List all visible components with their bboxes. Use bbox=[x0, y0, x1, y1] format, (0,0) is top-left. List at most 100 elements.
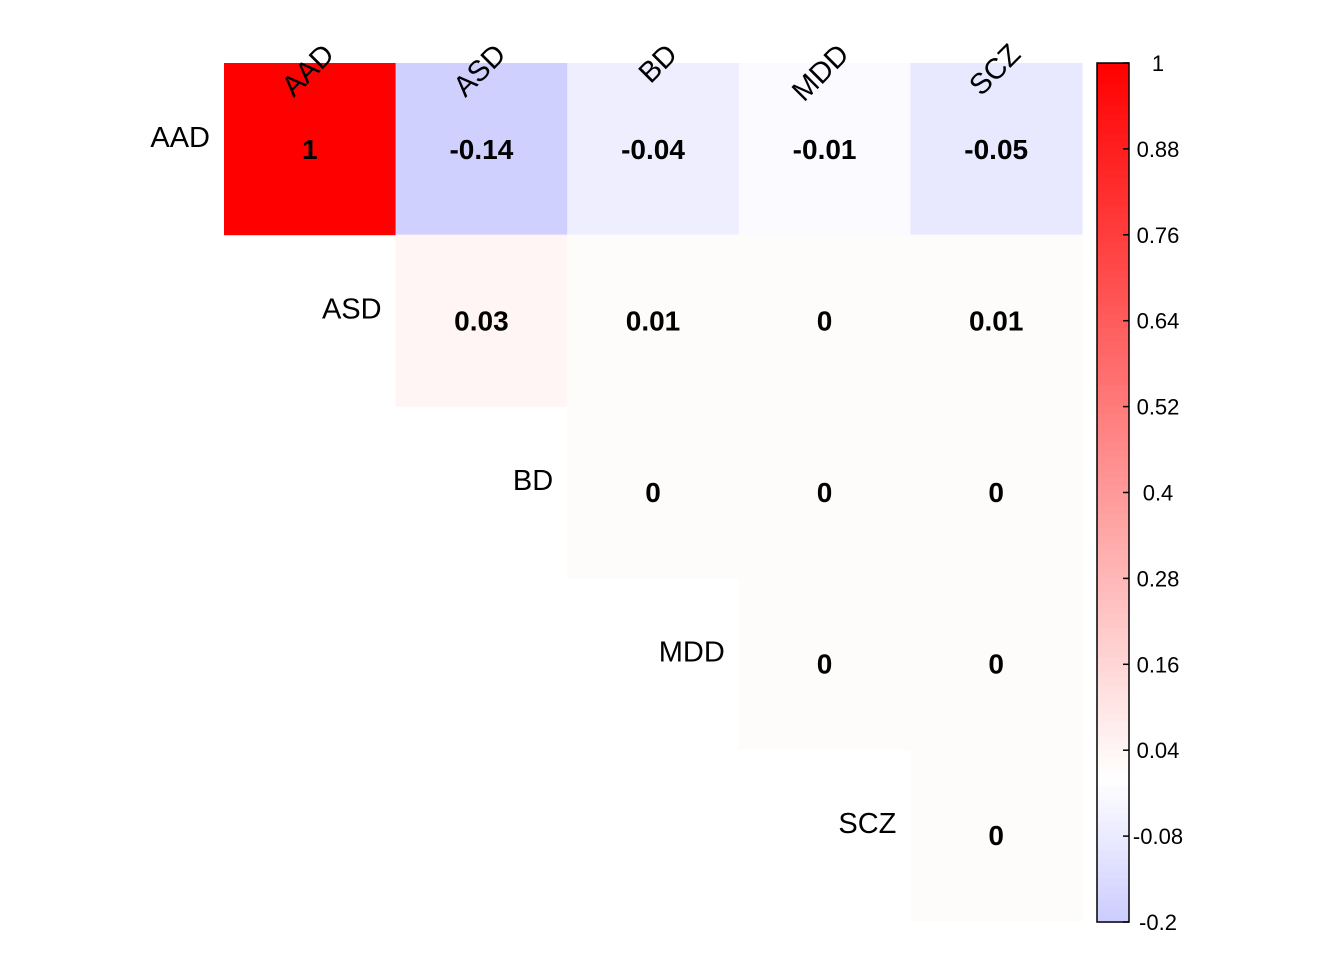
colorbar-step bbox=[1097, 764, 1129, 773]
colorbar-step bbox=[1097, 850, 1129, 859]
colorbar-tick-label: 1 bbox=[1152, 51, 1164, 76]
colorbar-step bbox=[1097, 456, 1129, 465]
colorbar-step bbox=[1097, 564, 1129, 573]
row-labels: AAD ASD BD MDD SCZ bbox=[150, 122, 896, 840]
cell-value-aad-aad: 1 bbox=[302, 134, 318, 165]
heatmap-cell-asd-mdd bbox=[738, 234, 911, 407]
colorbar-step bbox=[1097, 778, 1129, 787]
colorbar-step bbox=[1097, 335, 1129, 343]
colorbar-step bbox=[1097, 578, 1129, 587]
colorbar-step bbox=[1097, 914, 1129, 923]
colorbar-step bbox=[1097, 492, 1129, 501]
colorbar-step bbox=[1097, 614, 1129, 623]
colorbar-step bbox=[1097, 678, 1129, 687]
cell-value-mdd-mdd: 0 bbox=[817, 649, 833, 680]
colorbar-step bbox=[1097, 177, 1129, 186]
colorbar-step bbox=[1097, 349, 1129, 358]
colorbar-step bbox=[1097, 91, 1129, 100]
heatmap-cell-aad-scz bbox=[910, 63, 1083, 236]
heatmap-cell-bd-bd bbox=[567, 406, 740, 579]
colorbar-step bbox=[1097, 156, 1129, 165]
colorbar-step bbox=[1097, 836, 1129, 845]
colorbar-step bbox=[1097, 170, 1129, 179]
colorbar-step bbox=[1097, 392, 1129, 401]
cell-value-asd-bd: 0.01 bbox=[626, 305, 681, 336]
colorbar-step bbox=[1097, 413, 1129, 422]
colorbar-step bbox=[1097, 320, 1129, 329]
cell-value-bd-bd: 0 bbox=[645, 477, 661, 508]
colorbar-tick-label: 0.28 bbox=[1137, 566, 1180, 591]
colorbar-step bbox=[1097, 828, 1129, 837]
colorbar-step bbox=[1097, 227, 1129, 236]
colorbar-step bbox=[1097, 399, 1129, 408]
colorbar-step bbox=[1097, 893, 1129, 902]
colorbar-step bbox=[1097, 148, 1129, 157]
colorbar-step bbox=[1097, 793, 1129, 802]
colorbar-step bbox=[1097, 821, 1129, 830]
colorbar-step bbox=[1097, 599, 1129, 608]
cell-value-scz-scz: 0 bbox=[988, 820, 1004, 851]
cell-value-asd-scz: 0.01 bbox=[969, 305, 1024, 336]
colorbar-step bbox=[1097, 785, 1129, 794]
colorbar-step bbox=[1097, 535, 1129, 544]
colorbar: 1 0.88 0.76 0.64 0.52 0.4 0.28 0.16 0.04 -0.08 -0.… bbox=[1096, 51, 1183, 935]
colorbar-step bbox=[1097, 478, 1129, 487]
colorbar-step bbox=[1097, 270, 1129, 279]
colorbar-gradient bbox=[1097, 63, 1129, 923]
colorbar-step bbox=[1097, 743, 1129, 751]
colorbar-step bbox=[1097, 377, 1129, 386]
colorbar-step bbox=[1097, 471, 1129, 479]
colorbar-step bbox=[1097, 714, 1129, 723]
colorbar-step bbox=[1097, 499, 1129, 508]
colorbar-step bbox=[1097, 607, 1129, 615]
colorbar-step bbox=[1097, 700, 1129, 709]
row-label-bd: BD bbox=[513, 465, 553, 497]
colorbar-step bbox=[1097, 857, 1129, 866]
colorbar-step bbox=[1097, 213, 1129, 222]
colorbar-step bbox=[1097, 127, 1129, 136]
colorbar-step bbox=[1097, 592, 1129, 601]
colorbar-step bbox=[1097, 63, 1129, 71]
colorbar-step bbox=[1097, 234, 1129, 243]
row-label-scz: SCZ bbox=[838, 808, 896, 840]
colorbar-step bbox=[1097, 113, 1129, 122]
colorbar-step bbox=[1097, 685, 1129, 694]
colorbar-step bbox=[1097, 306, 1129, 315]
colorbar-step bbox=[1097, 807, 1129, 816]
colorbar-step bbox=[1097, 879, 1129, 888]
colorbar-step bbox=[1097, 750, 1129, 759]
colorbar-step bbox=[1097, 163, 1129, 172]
colorbar-step bbox=[1097, 907, 1129, 916]
colorbar-step bbox=[1097, 313, 1129, 322]
colorbar-step bbox=[1097, 98, 1129, 107]
colorbar-step bbox=[1097, 420, 1129, 429]
row-label-aad: AAD bbox=[150, 122, 210, 154]
colorbar-tick-label: 0.52 bbox=[1137, 395, 1180, 420]
colorbar-step bbox=[1097, 585, 1129, 594]
colorbar-step bbox=[1097, 506, 1129, 515]
colorbar-step bbox=[1097, 664, 1129, 673]
colorbar-step bbox=[1097, 571, 1129, 580]
colorbar-step bbox=[1097, 449, 1129, 458]
colorbar-tick-label: 0.16 bbox=[1137, 652, 1180, 677]
colorbar-tick-label: 0.64 bbox=[1137, 309, 1180, 334]
colorbar-step bbox=[1097, 292, 1129, 301]
colorbar-step bbox=[1097, 621, 1129, 630]
colorbar-step bbox=[1097, 649, 1129, 658]
heatmap-cell-aad-aad bbox=[224, 63, 397, 236]
colorbar-step bbox=[1097, 721, 1129, 730]
colorbar-step bbox=[1097, 671, 1129, 680]
colorbar-step bbox=[1097, 206, 1129, 215]
colorbar-step bbox=[1097, 370, 1129, 379]
colorbar-step bbox=[1097, 385, 1129, 394]
colorbar-step bbox=[1097, 284, 1129, 293]
colorbar-step bbox=[1097, 549, 1129, 558]
colorbar-step bbox=[1097, 249, 1129, 258]
colorbar-step bbox=[1097, 542, 1129, 551]
heatmap-cell-aad-mdd bbox=[738, 63, 911, 236]
heatmap-cell-labels: 1 -0.14 -0.04 -0.01 -0.05 0.03 0.01 0 0.01 0 0 0 0 0 0 bbox=[302, 134, 1028, 851]
heatmap-cell-bd-mdd bbox=[738, 406, 911, 579]
colorbar-step bbox=[1097, 871, 1129, 880]
